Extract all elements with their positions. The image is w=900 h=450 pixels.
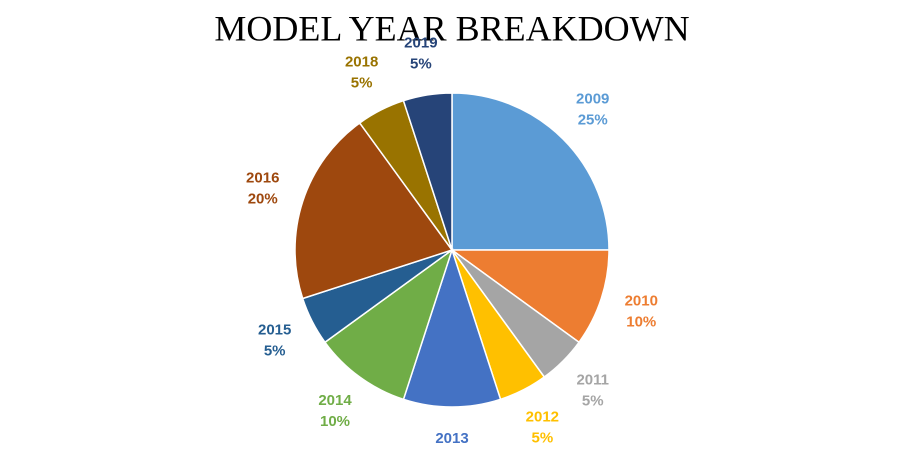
slice-value-label: 5% — [264, 342, 286, 359]
slice-label: 2009 — [576, 90, 609, 107]
slice-value-label: 10% — [320, 413, 350, 430]
slice-label: 2012 — [526, 408, 559, 425]
pie-slice — [323, 248, 454, 401]
pie-slice — [451, 92, 610, 251]
pie-slice — [294, 121, 454, 300]
pie-slice — [449, 249, 610, 344]
slice-label: 2013 — [435, 430, 468, 447]
slice-label: 2016 — [246, 169, 279, 186]
slice-value-label: 5% — [582, 393, 604, 410]
slice-value-label: 20% — [248, 190, 278, 207]
chart-title: MODEL YEAR BREAKDOWN — [214, 8, 689, 48]
slice-label: 2014 — [318, 392, 352, 409]
slice-label: 2011 — [576, 372, 609, 389]
slice-label: 2018 — [345, 54, 378, 71]
slice-label: 2015 — [258, 321, 291, 338]
pie-slice — [402, 92, 453, 251]
slice-value-label: 5% — [410, 55, 432, 72]
slice-value-label: 10% — [626, 313, 656, 330]
slice-value-label: 5% — [351, 75, 373, 92]
pie-slice — [402, 247, 502, 408]
slice-value-label: 5% — [532, 429, 554, 446]
slice-label: 2019 — [404, 34, 437, 51]
slice-value-label: 25% — [578, 111, 608, 128]
slice-label: 2010 — [625, 292, 658, 309]
